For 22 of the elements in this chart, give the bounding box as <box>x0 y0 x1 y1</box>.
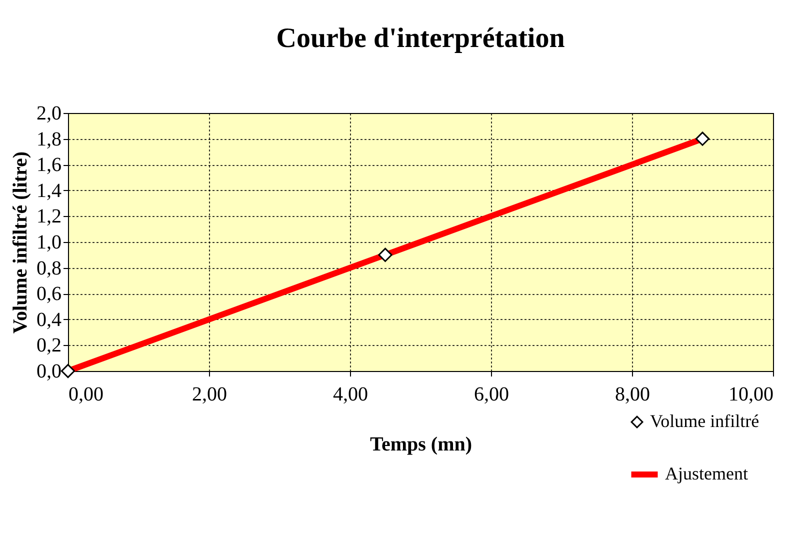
x-tick-label: 4,00 <box>333 384 368 406</box>
legend-label: Volume infiltré <box>650 411 760 431</box>
x-tick-label: 0,00 <box>68 384 104 406</box>
x-tick-label: 2,00 <box>192 384 227 406</box>
y-tick-label: 1,8 <box>36 128 62 150</box>
chart-title: Courbe d'interprétation <box>276 23 566 54</box>
y-tick-label: 1,6 <box>36 154 62 176</box>
x-axis-title: Temps (mn) <box>370 434 472 456</box>
y-tick-label: 0,4 <box>36 308 62 331</box>
y-tick-label: 0,8 <box>36 257 62 280</box>
y-tick-label: 0,6 <box>36 283 62 306</box>
x-tick-label: 6,00 <box>474 384 509 406</box>
legend-label: Ajustement <box>665 464 748 484</box>
x-tick-label: 8,00 <box>615 384 650 406</box>
y-tick-label: 1,0 <box>36 232 62 254</box>
y-tick-label: 1,4 <box>36 180 62 202</box>
y-tick-label: 0,0 <box>36 360 62 382</box>
y-axis-title: Volume infiltré (litre) <box>10 151 32 334</box>
x-tick-label: 10,00 <box>728 384 774 406</box>
y-tick-label: 1,2 <box>36 206 62 228</box>
y-tick-label: 0,2 <box>36 334 62 357</box>
y-tick-label: 2,0 <box>36 102 62 124</box>
